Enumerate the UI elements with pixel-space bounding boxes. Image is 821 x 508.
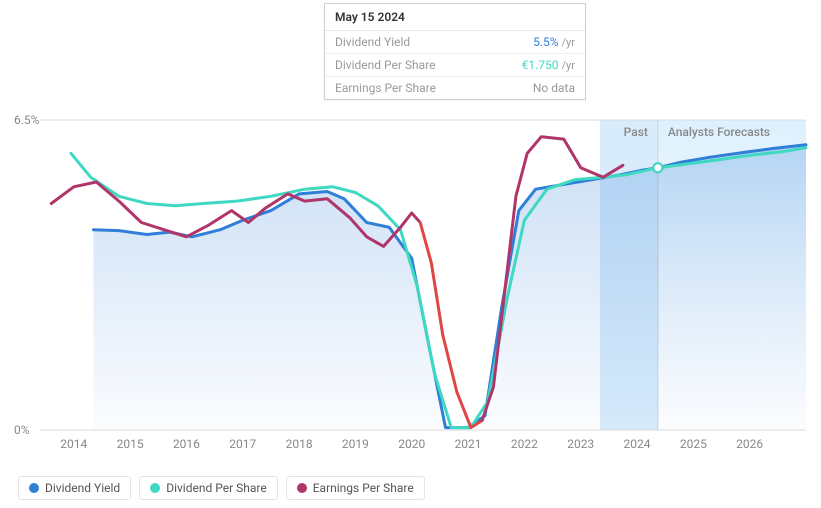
x-axis-tick: 2022 <box>511 437 538 451</box>
legend-label: Earnings Per Share <box>313 481 414 495</box>
region-label-forecast: Analysts Forecasts <box>668 125 770 139</box>
legend: Dividend Yield Dividend Per Share Earnings… <box>18 476 425 500</box>
y-axis-tick: 6.5% <box>14 113 40 127</box>
x-axis-tick: 2014 <box>60 437 87 451</box>
x-axis-tick: 2016 <box>173 437 200 451</box>
x-axis-tick: 2025 <box>680 437 707 451</box>
legend-item[interactable]: Dividend Per Share <box>139 476 278 500</box>
x-axis-tick: 2015 <box>117 437 144 451</box>
legend-label: Dividend Yield <box>45 481 120 495</box>
legend-swatch <box>297 483 307 493</box>
tooltip-row-value: 5.5% <box>533 35 558 49</box>
y-axis-tick: 0% <box>14 423 30 437</box>
x-axis-tick: 2020 <box>398 437 425 451</box>
legend-item[interactable]: Dividend Yield <box>18 476 131 500</box>
hover-tooltip: May 15 2024 Dividend Yield5.5%/yrDividen… <box>324 3 586 100</box>
tooltip-row: Dividend Yield 5.5% /yr <box>325 31 585 54</box>
x-axis-tick: 2019 <box>342 437 369 451</box>
x-axis-tick: 2018 <box>286 437 313 451</box>
legend-item[interactable]: Earnings Per Share <box>286 476 425 500</box>
x-axis-tick: 2023 <box>567 437 594 451</box>
tooltip-row-value: No data <box>533 81 575 95</box>
tooltip-row-unit: /yr <box>562 36 575 49</box>
tooltip-date: May 15 2024 <box>325 4 585 31</box>
tooltip-row-value: €1.750 <box>522 58 559 72</box>
tooltip-row-unit: /yr <box>562 59 575 72</box>
tooltip-row-label: Earnings Per Share <box>335 81 436 95</box>
x-axis-tick: 2026 <box>736 437 763 451</box>
region-label-past: Past <box>624 125 648 139</box>
tooltip-row: Earnings Per Share No data <box>325 77 585 99</box>
legend-label: Dividend Per Share <box>166 481 267 495</box>
hover-point <box>653 163 662 172</box>
x-axis-tick: 2024 <box>624 437 651 451</box>
tooltip-row-label: Dividend Yield <box>335 35 410 49</box>
x-axis-tick: 2021 <box>455 437 482 451</box>
tooltip-row: Dividend Per Share €1.750/yr <box>325 54 585 77</box>
x-axis-tick: 2017 <box>229 437 256 451</box>
tooltip-row-label: Dividend Per Share <box>335 58 436 72</box>
chart-container: 0% 6.5% 2014 2015 2016 2017 2018 2019 2020 2021 20… <box>0 0 821 508</box>
legend-swatch <box>29 483 39 493</box>
legend-swatch <box>150 483 160 493</box>
